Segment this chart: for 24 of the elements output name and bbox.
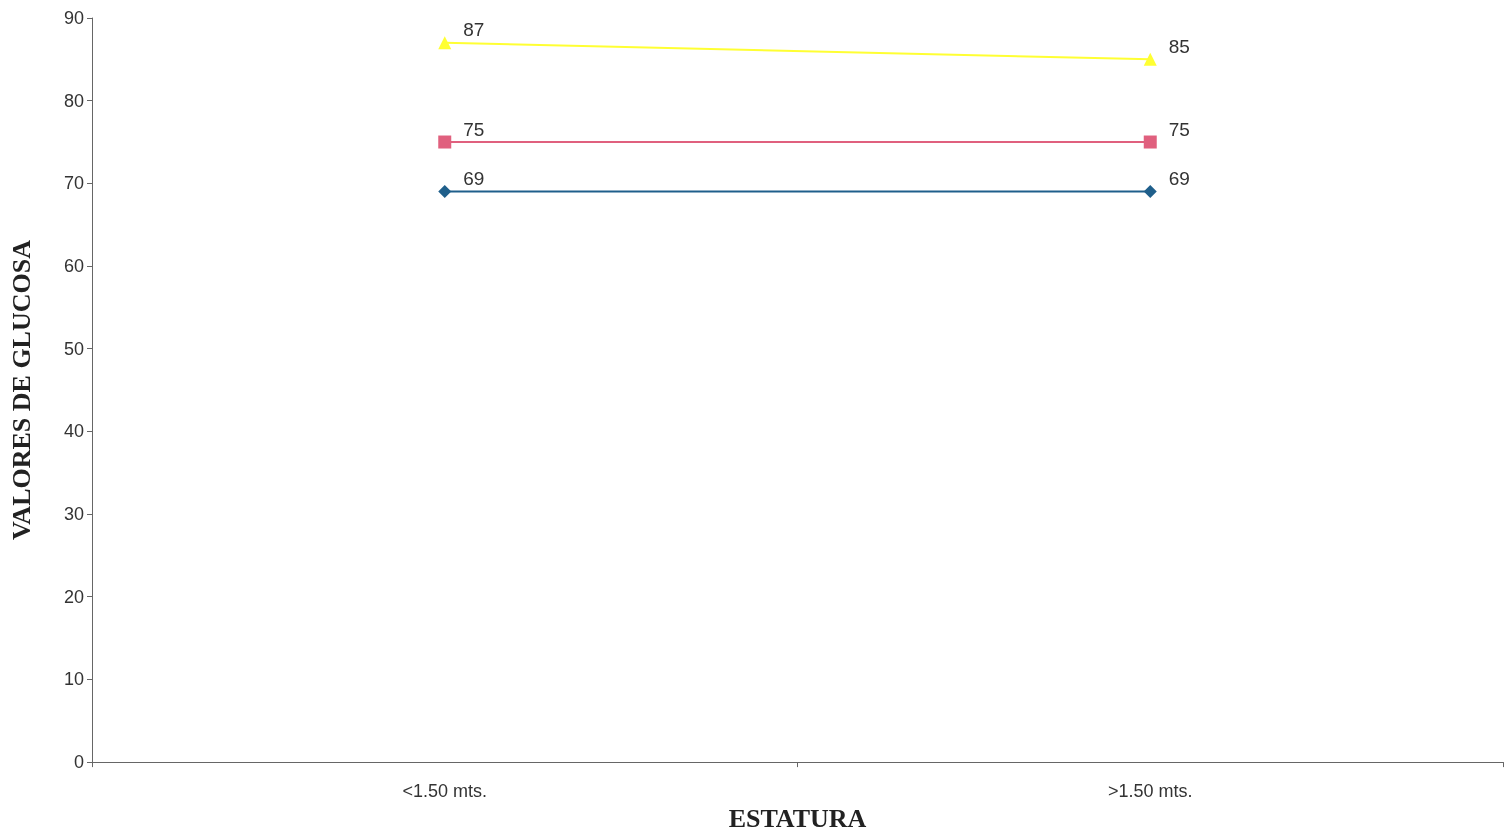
y-tick-label: 80 — [63, 90, 84, 111]
x-tick-label: <1.50 mts. — [402, 781, 488, 802]
data-label: 75 — [1168, 118, 1190, 140]
y-axis-title: VALORES DE GLUCOSA — [6, 239, 36, 541]
data-label: 69 — [1168, 168, 1190, 190]
y-tick-label: 70 — [63, 173, 84, 194]
data-label: 87 — [463, 19, 485, 41]
y-tick-label: 0 — [73, 752, 84, 773]
y-tick-label: 30 — [63, 504, 84, 525]
y-tick-label: 50 — [63, 338, 84, 359]
point — [438, 135, 452, 149]
y-tick-label: 20 — [63, 586, 84, 607]
x-axis-title: ESTATURA — [728, 803, 867, 833]
y-tick-label: 60 — [63, 256, 84, 277]
y-tick-label: 40 — [63, 421, 84, 442]
x-tick-label: >1.50 mts. — [1107, 781, 1193, 802]
point — [438, 185, 452, 199]
data-label: 85 — [1168, 35, 1190, 57]
y-tick-label: 90 — [63, 8, 84, 28]
point — [1143, 135, 1157, 149]
data-label: 69 — [463, 168, 485, 190]
point — [1143, 185, 1157, 199]
y-tick-label: 10 — [63, 669, 84, 690]
data-label: 75 — [463, 118, 485, 140]
